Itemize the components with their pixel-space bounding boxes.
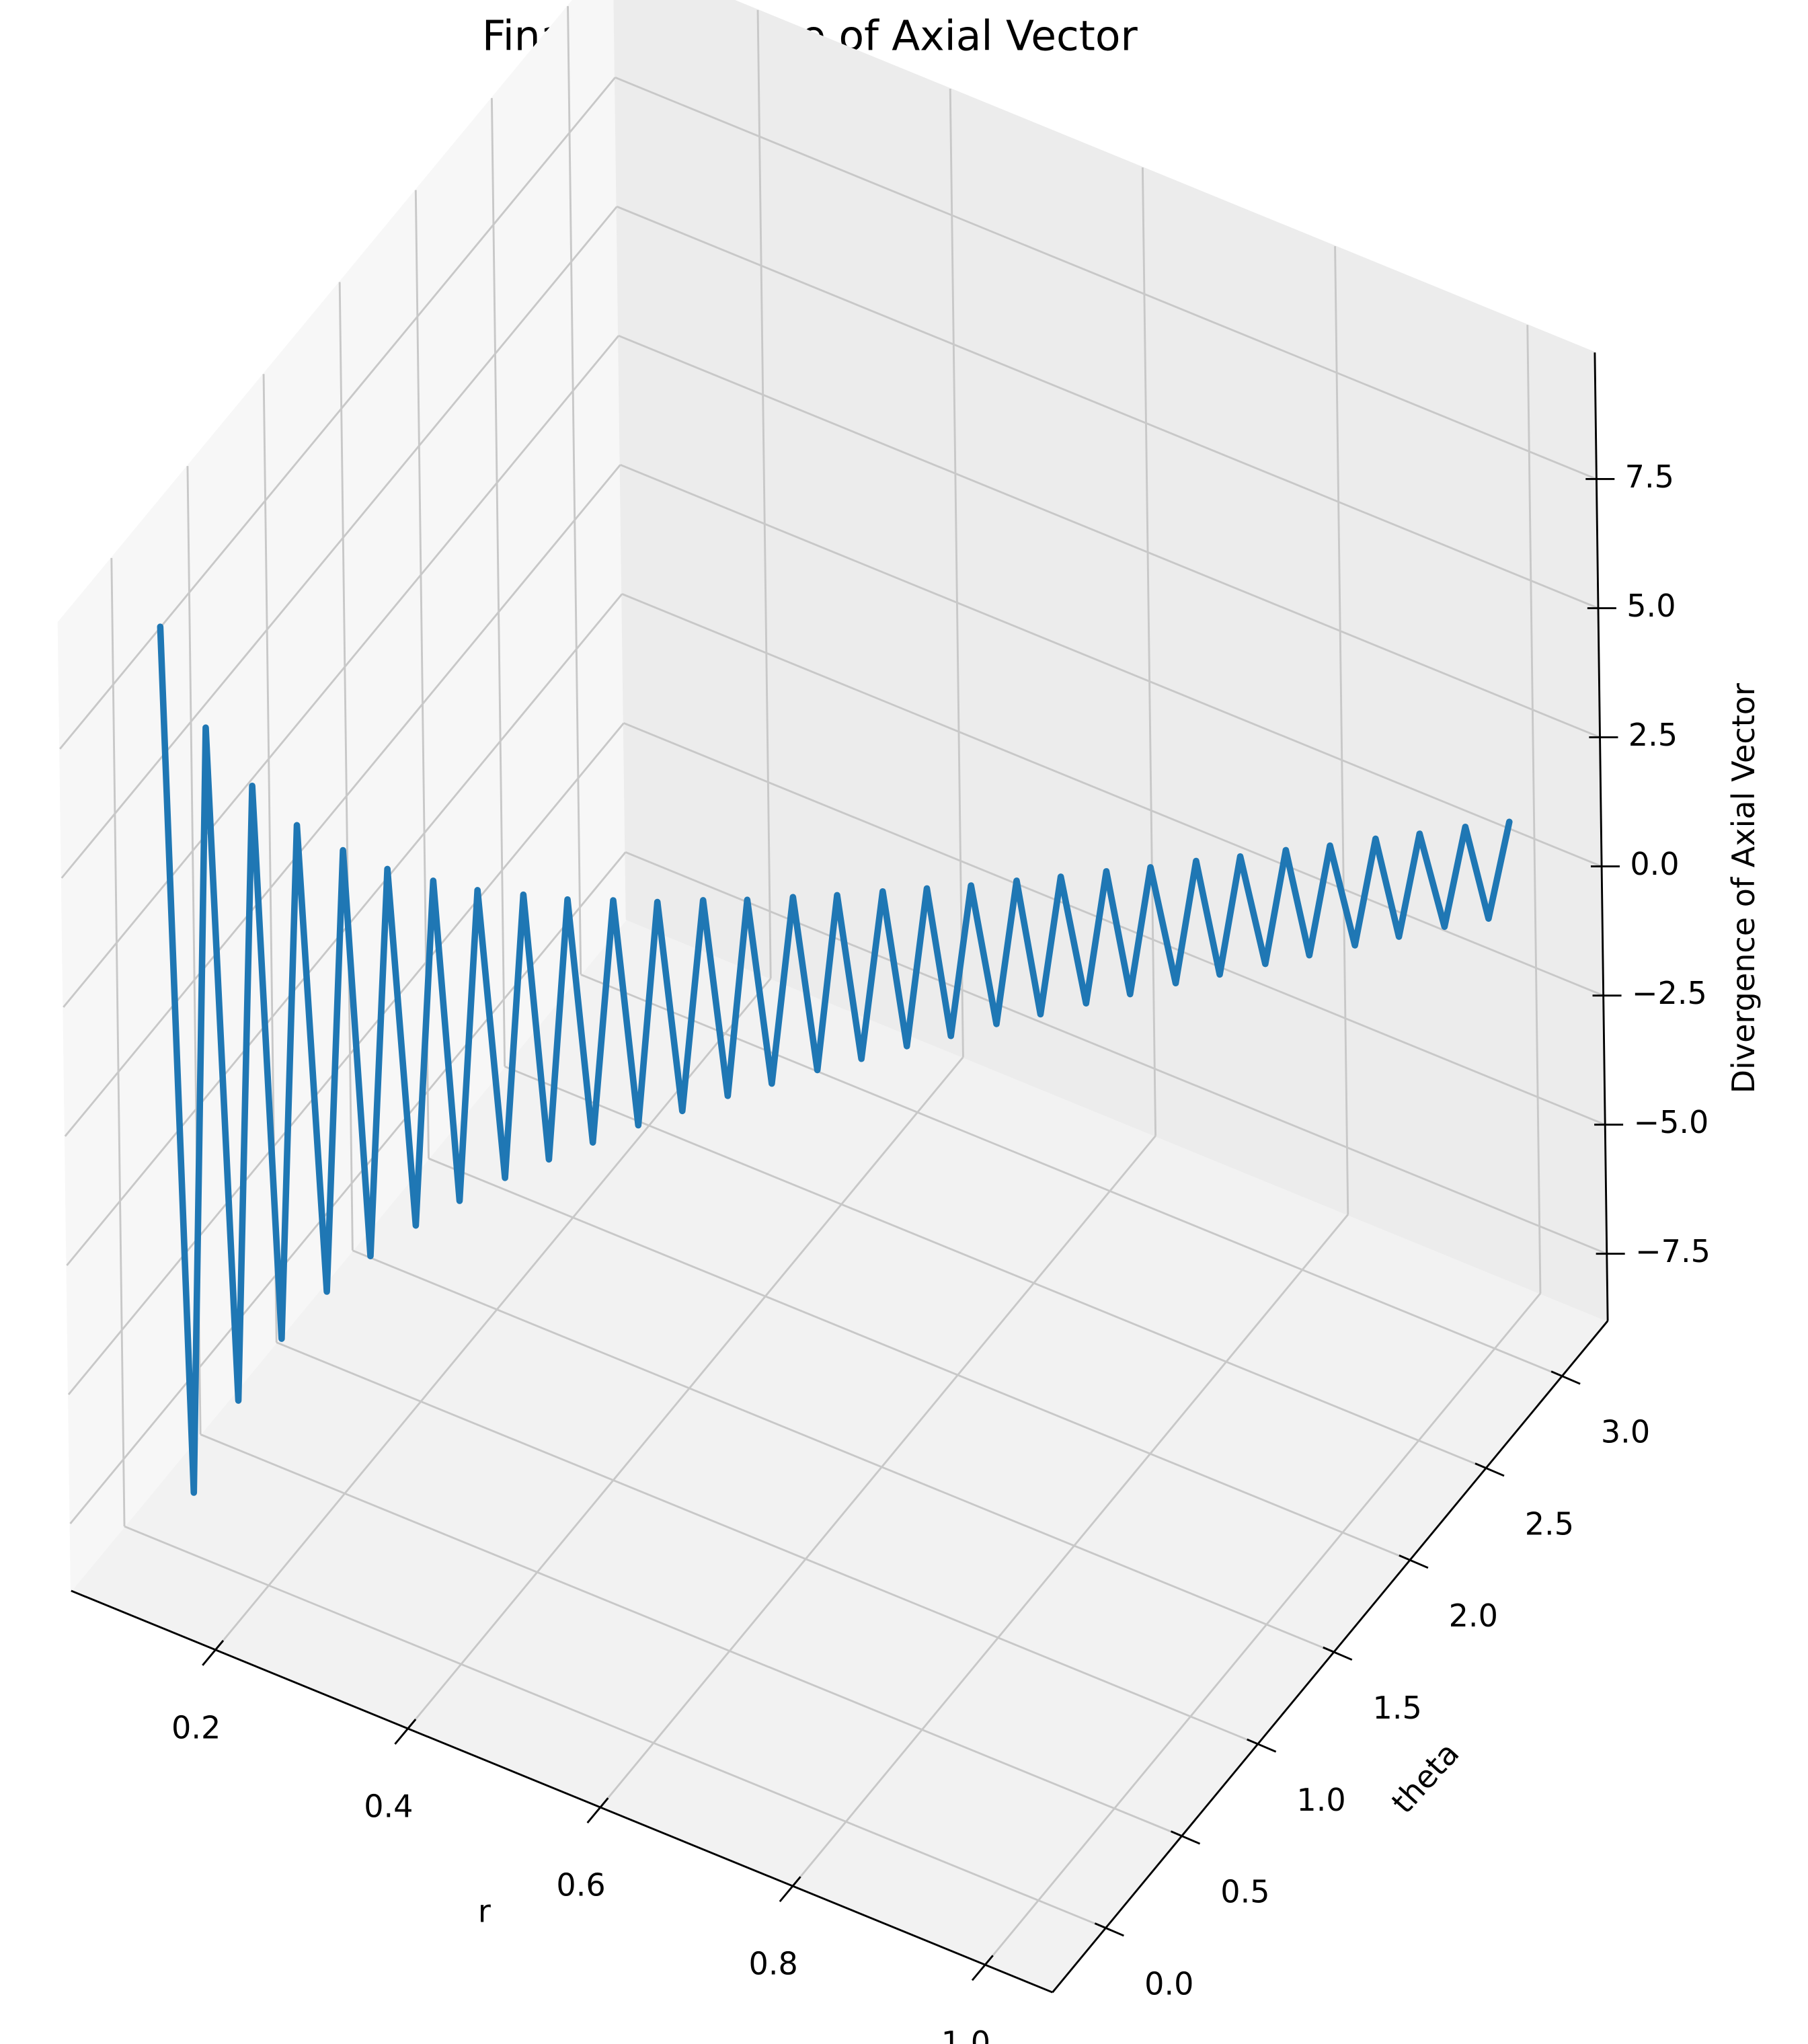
y-tick-label: 2.5: [1525, 1505, 1574, 1542]
tick-mark: [1550, 1370, 1581, 1385]
y-tick-label: 0.5: [1220, 1874, 1269, 1910]
tick-mark: [1170, 1830, 1201, 1845]
grid-line: [66, 593, 623, 1266]
tick-mark: [1247, 1738, 1277, 1753]
grid-line: [1141, 167, 1157, 1136]
grid-line: [276, 1341, 1259, 1745]
grid-line: [428, 1157, 1411, 1561]
grid-line: [63, 335, 620, 1008]
x-tick-label: 1.0: [941, 2025, 990, 2044]
grid-line: [352, 1249, 1335, 1653]
grid-line: [580, 974, 1563, 1377]
grid-line: [615, 76, 1597, 480]
y-tick-label: 0.0: [1144, 1965, 1193, 2002]
grid-line: [599, 1135, 1156, 1808]
z-tick-label: 0.0: [1630, 846, 1679, 882]
tick-mark: [202, 1640, 225, 1666]
grid-line: [791, 1214, 1349, 1887]
x-tick-label: 0.8: [749, 1946, 798, 1982]
tick-mark: [1475, 1462, 1505, 1477]
grid-line: [67, 722, 625, 1395]
tick-mark: [971, 1955, 994, 1981]
grid-line: [621, 593, 1604, 996]
grid-line: [407, 1056, 964, 1729]
grid-line: [949, 88, 964, 1058]
tick-mark: [394, 1719, 417, 1745]
y-tick-label: 3.0: [1601, 1414, 1650, 1450]
x-tick-label: 0.4: [364, 1788, 413, 1824]
tick-mark: [1323, 1646, 1353, 1661]
grid-line: [618, 334, 1601, 738]
z-tick-label: −2.5: [1632, 975, 1707, 1011]
grid-line: [59, 77, 617, 750]
grid-line: [620, 464, 1602, 867]
tick-mark: [586, 1797, 609, 1823]
grid-line: [200, 1433, 1183, 1837]
z-tick-label: −7.5: [1635, 1233, 1711, 1269]
y-tick-label: 2.0: [1449, 1598, 1498, 1634]
y-axis-line: [1052, 1320, 1609, 1994]
grid-line: [490, 97, 506, 1067]
x-axis-line: [71, 1589, 1053, 1994]
grid-line: [1526, 325, 1542, 1294]
z-tick-label: −5.0: [1633, 1104, 1708, 1140]
y-tick-label: 1.5: [1373, 1690, 1422, 1726]
grid-line: [64, 464, 621, 1137]
tick-mark: [779, 1876, 801, 1903]
z-tick-label: 2.5: [1628, 717, 1678, 753]
z-tick-label: 7.5: [1625, 459, 1674, 495]
tick-mark: [1399, 1555, 1429, 1569]
grid-line: [338, 282, 354, 1251]
x-tick-label: 0.6: [556, 1867, 605, 1903]
z-tick-label: 5.0: [1626, 588, 1676, 624]
grid-line: [756, 9, 772, 979]
z-axis-label: Divergence of Axial Vector: [1725, 683, 1762, 1093]
x-axis-label: r: [478, 1893, 491, 1930]
grid-line: [110, 557, 126, 1527]
grid-line: [504, 1065, 1487, 1469]
grid-line: [1334, 246, 1349, 1215]
x-tick-label: 0.2: [171, 1709, 221, 1745]
grid-line: [984, 1292, 1542, 1966]
z-axis-line: [1594, 352, 1609, 1321]
y-axis-label: theta: [1384, 1735, 1466, 1821]
grid-line: [61, 206, 618, 879]
grid-line: [124, 1525, 1107, 1929]
grid-line: [616, 205, 1599, 609]
grid-line: [567, 6, 582, 975]
data-line: [157, 623, 1513, 1496]
y-tick-label: 1.0: [1296, 1782, 1345, 1818]
tick-mark: [1094, 1922, 1124, 1937]
